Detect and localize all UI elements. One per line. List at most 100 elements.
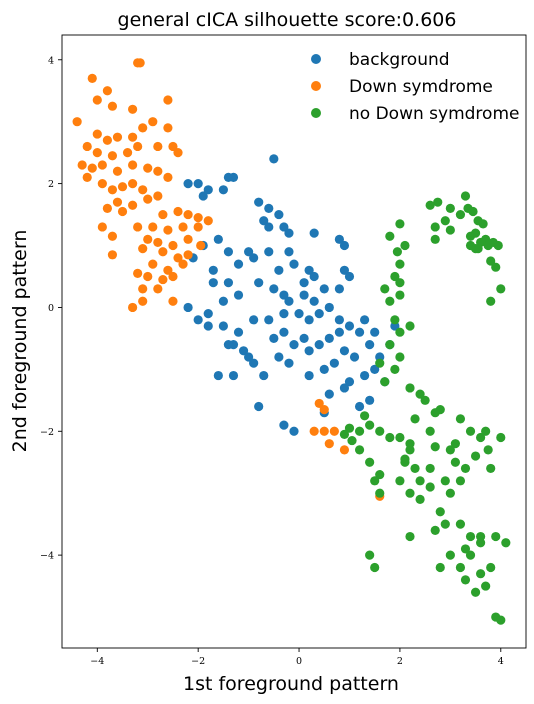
- data-point: [465, 550, 476, 560]
- data-point: [347, 435, 357, 446]
- data-point: [496, 432, 506, 443]
- data-point: [365, 550, 375, 560]
- data-point: [138, 296, 148, 306]
- data-point: [289, 340, 299, 350]
- data-point: [481, 581, 491, 591]
- data-point: [435, 405, 445, 415]
- data-point: [183, 234, 193, 244]
- data-point: [460, 575, 471, 585]
- data-point: [153, 191, 163, 201]
- data-point: [178, 222, 188, 232]
- data-point: [430, 442, 440, 452]
- data-point: [264, 315, 274, 325]
- data-point: [163, 95, 173, 105]
- data-point: [173, 253, 183, 263]
- data-point: [324, 389, 334, 399]
- data-point: [264, 203, 274, 213]
- data-point: [107, 101, 118, 111]
- data-point: [264, 222, 274, 232]
- data-point: [460, 463, 471, 474]
- data-point: [193, 213, 203, 223]
- y-tick-label: 2: [48, 179, 54, 190]
- data-point: [405, 531, 415, 542]
- legend-label: background: [349, 50, 450, 70]
- data-point: [395, 476, 405, 486]
- data-point: [440, 476, 450, 486]
- data-point: [173, 206, 183, 217]
- data-point: [354, 445, 365, 455]
- data-point: [218, 321, 228, 331]
- data-point: [385, 432, 395, 443]
- data-point: [365, 395, 375, 405]
- data-point: [319, 284, 329, 294]
- x-axis-label: 1st foreground pattern: [183, 673, 399, 695]
- data-point: [138, 123, 148, 133]
- data-point: [259, 370, 269, 381]
- data-point: [254, 401, 264, 412]
- data-point: [354, 426, 365, 436]
- data-point: [496, 615, 506, 625]
- data-point: [82, 141, 92, 152]
- data-point: [486, 256, 496, 266]
- data-point: [425, 463, 435, 474]
- data-point: [128, 200, 138, 210]
- data-point: [138, 284, 148, 294]
- data-point: [395, 278, 405, 288]
- data-point: [203, 321, 213, 331]
- data-point: [193, 315, 203, 325]
- data-point: [400, 240, 410, 251]
- data-point: [183, 209, 193, 220]
- data-point: [133, 141, 143, 152]
- data-point: [319, 405, 329, 415]
- data-point: [203, 216, 213, 226]
- legend-marker: [311, 81, 321, 91]
- data-point: [473, 244, 483, 254]
- data-point: [223, 247, 234, 257]
- data-point: [173, 148, 183, 158]
- data-point: [405, 383, 415, 393]
- data-point: [415, 476, 425, 486]
- data-point: [319, 364, 329, 374]
- data-point: [450, 439, 460, 449]
- data-point: [279, 327, 289, 337]
- data-point: [92, 129, 102, 139]
- data-point: [354, 327, 365, 337]
- data-point: [168, 296, 178, 306]
- data-point: [223, 278, 234, 288]
- data-point: [87, 163, 97, 173]
- data-point: [425, 426, 435, 436]
- data-point: [102, 203, 112, 213]
- data-point: [128, 179, 138, 189]
- data-point: [501, 538, 511, 548]
- data-point: [249, 358, 259, 368]
- data-point: [390, 315, 400, 325]
- data-point: [435, 562, 445, 573]
- data-point: [410, 414, 420, 424]
- data-point: [143, 271, 153, 282]
- data-point: [97, 160, 107, 170]
- data-point: [233, 259, 244, 269]
- data-point: [395, 432, 405, 443]
- data-point: [445, 203, 455, 213]
- data-point: [465, 231, 476, 241]
- data-point: [420, 395, 430, 405]
- data-point: [334, 284, 344, 294]
- data-point: [249, 315, 259, 325]
- data-point: [128, 104, 138, 114]
- data-point: [476, 432, 486, 443]
- data-point: [430, 525, 440, 535]
- data-point: [143, 194, 153, 204]
- data-point: [339, 429, 350, 439]
- data-point: [102, 135, 112, 145]
- data-point: [223, 340, 234, 350]
- data-point: [314, 398, 324, 409]
- data-point: [309, 296, 319, 306]
- data-point: [254, 278, 264, 288]
- data-point: [324, 439, 334, 449]
- data-point: [380, 284, 390, 294]
- data-point: [370, 476, 380, 486]
- data-point: [496, 284, 506, 294]
- legend-marker: [311, 54, 321, 64]
